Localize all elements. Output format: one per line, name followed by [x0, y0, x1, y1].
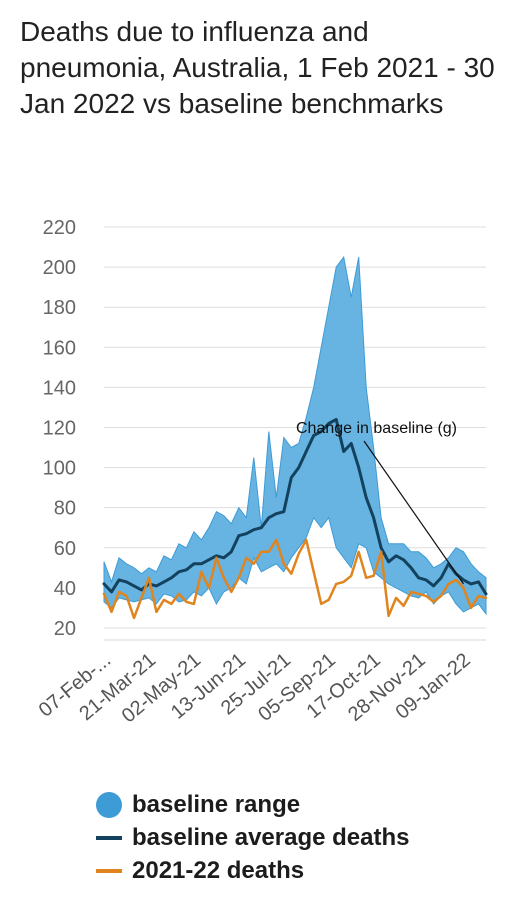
annotation-pointer: [363, 440, 465, 585]
baseline-average-line: [102, 418, 488, 596]
annotation: Change in baseline (g): [296, 420, 465, 585]
legend-item-baseline-average[interactable]: baseline average deaths: [96, 821, 409, 854]
chart-title: Deaths due to influenza and pneumonia, A…: [20, 16, 495, 119]
legend-swatch-baseline-range: [96, 791, 122, 818]
legend-label: baseline average deaths: [132, 823, 410, 851]
chart: 20 40 60 80 100 120 140 160 180 200 220 Change in …: [35, 217, 488, 727]
y-tick-label: 200: [43, 257, 76, 279]
y-axis: 20 40 60 80 100 120 140 160 180 200 220: [43, 217, 76, 640]
legend-item-baseline-range[interactable]: baseline range: [96, 788, 409, 821]
deaths-2021-22-line: [102, 538, 488, 620]
y-tick-label: 100: [43, 458, 76, 480]
legend-swatch-baseline-average: [96, 835, 122, 840]
y-tick-label: 160: [43, 337, 76, 359]
y-tick-label: 40: [54, 578, 76, 600]
legend-label: 2021-22 deaths: [132, 856, 305, 884]
y-tick-label: 120: [43, 417, 76, 439]
y-tick-label: 80: [54, 498, 76, 520]
y-tick-label: 60: [54, 538, 76, 560]
annotation-label: Change in baseline (g): [296, 420, 457, 437]
y-tick-label: 140: [43, 377, 76, 399]
baseline-range-band: [103, 255, 487, 616]
x-axis: 07-Feb-...21-Mar-2102-May-2113-Jun-2125-…: [35, 649, 475, 727]
legend-item-deaths[interactable]: 2021-22 deaths: [96, 854, 409, 887]
y-tick-label: 180: [43, 297, 76, 319]
y-tick-label: 220: [43, 217, 76, 239]
baseline-range-area: [103, 255, 487, 616]
legend-label: baseline range: [132, 790, 301, 818]
legend-swatch-deaths: [96, 868, 122, 873]
y-tick-label: 20: [54, 618, 76, 640]
baseline-average-series: [102, 418, 488, 596]
deaths-2021-22-series: [102, 538, 488, 620]
legend: baseline range baseline average deaths 2…: [96, 788, 409, 887]
